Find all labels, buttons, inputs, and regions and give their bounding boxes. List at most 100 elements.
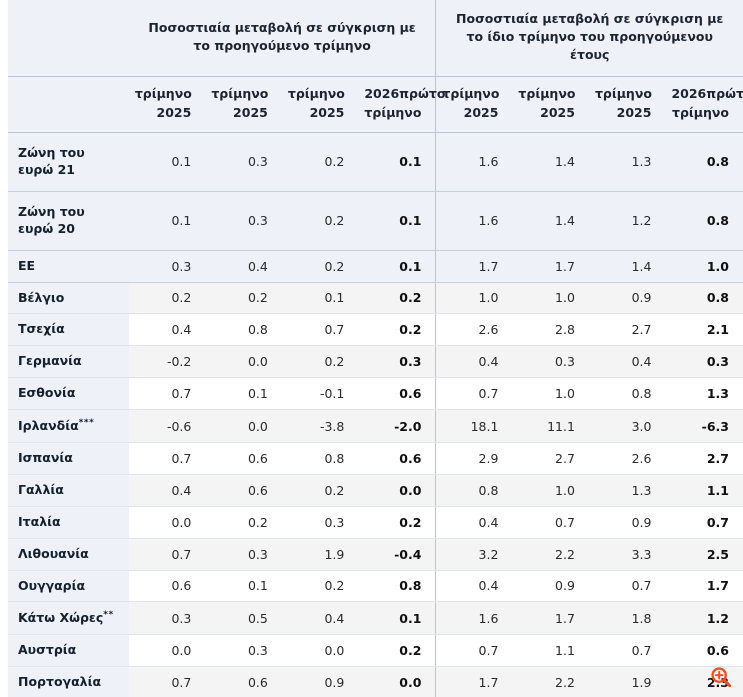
data-cell: 1.3 — [588, 474, 666, 507]
data-cell: 1.9 — [281, 538, 359, 571]
data-cell: 0.7 — [588, 570, 666, 603]
col-header-yoy-2: τρίμηνο 2025 — [512, 76, 589, 133]
row-label: Γερμανία — [8, 345, 129, 379]
data-cell: 0.2 — [281, 191, 359, 251]
row-label: Τσεχία — [8, 313, 129, 347]
data-cell: 0.8 — [435, 474, 513, 507]
data-cell: 0.8 — [281, 442, 359, 475]
data-cell: 0.8 — [665, 132, 743, 192]
data-cell: 0.7 — [435, 634, 513, 668]
data-cell: 0.7 — [128, 377, 206, 410]
footnote-marker: ** — [103, 610, 114, 621]
data-cell: 1.0 — [512, 377, 589, 410]
table-row: Ουγγαρία 0.6 0.1 0.2 0.8 0.4 0.9 0.7 1.7 — [8, 570, 743, 603]
data-cell: 2.1 — [665, 313, 743, 347]
data-cell: 3.3 — [588, 538, 666, 571]
row-label: Ιταλία — [8, 506, 129, 539]
data-cell: 0.9 — [588, 506, 666, 539]
data-cell: 1.4 — [512, 191, 589, 251]
data-cell: 0.2 — [281, 250, 359, 283]
data-cell: 0.4 — [435, 570, 513, 603]
data-cell: 0.2 — [358, 282, 436, 315]
data-cell: -0.4 — [358, 538, 436, 571]
data-cell: 2.9 — [435, 442, 513, 475]
table-row: Πορτογαλία 0.7 0.6 0.9 0.0 1.7 2.2 1.9 2.3 — [8, 666, 743, 697]
data-cell: 0.0 — [128, 506, 206, 539]
data-cell: 1.0 — [665, 250, 743, 283]
data-cell: 0.2 — [281, 570, 359, 603]
data-cell: 2.7 — [665, 442, 743, 475]
row-label: Αυστρία — [8, 634, 129, 668]
data-cell: 0.9 — [588, 282, 666, 315]
data-cell: -0.1 — [281, 377, 359, 410]
col-header-qoq-2: τρίμηνο 2025 — [205, 76, 282, 133]
data-cell: 0.1 — [358, 250, 436, 283]
row-label: Λιθουανία — [8, 538, 129, 571]
data-cell: 0.3 — [128, 250, 206, 283]
table-row: Ζώνη του ευρώ 20 0.1 0.3 0.2 0.1 1.6 1.4 1.2 0.8 — [8, 191, 743, 251]
data-cell: 2.2 — [512, 666, 589, 697]
data-cell: 0.0 — [128, 634, 206, 668]
row-label: Γαλλία — [8, 474, 129, 507]
data-cell: 0.4 — [281, 601, 359, 636]
data-cell: 0.6 — [205, 442, 282, 475]
data-cell: 0.4 — [435, 506, 513, 539]
row-label: Βέλγιο — [8, 282, 129, 315]
col-header-yoy-4: 2026πρώτο τρίμηνο — [665, 76, 743, 133]
data-cell: -6.3 — [665, 409, 743, 444]
data-cell: 0.7 — [128, 442, 206, 475]
data-cell: 1.7 — [512, 601, 589, 636]
zoom-in-magnifier-icon[interactable] — [710, 666, 732, 688]
data-cell: 0.6 — [205, 474, 282, 507]
data-cell: 1.0 — [512, 282, 589, 315]
data-cell: -2.0 — [358, 409, 436, 444]
corner-cell-2 — [8, 76, 129, 133]
data-cell: 0.1 — [128, 132, 206, 192]
table-row: Ιταλία 0.0 0.2 0.3 0.2 0.4 0.7 0.9 0.7 — [8, 506, 743, 539]
data-cell: 0.4 — [128, 474, 206, 507]
data-cell: 1.6 — [435, 191, 513, 251]
data-cell: 0.2 — [358, 313, 436, 347]
data-cell: 0.2 — [128, 282, 206, 315]
data-cell: 1.4 — [588, 250, 666, 283]
table-row: Ιρλανδία*** -0.6 0.0 -3.8 -2.0 18.1 11.1 3.0 -6.… — [8, 409, 743, 444]
row-label: Κάτω Χώρες** — [8, 601, 129, 636]
col-header-yoy-1: τρίμηνο 2025 — [435, 76, 513, 133]
data-cell: 0.6 — [128, 570, 206, 603]
data-cell: -0.6 — [128, 409, 206, 444]
data-cell: 0.3 — [281, 506, 359, 539]
data-cell: 1.0 — [512, 474, 589, 507]
data-cell: 2.6 — [435, 313, 513, 347]
row-label: ΕΕ — [8, 250, 129, 283]
col-header-qoq-1: τρίμηνο 2025 — [128, 76, 206, 133]
data-cell: 0.8 — [665, 191, 743, 251]
table-row: ΕΕ 0.3 0.4 0.2 0.1 1.7 1.7 1.4 1.0 — [8, 250, 743, 283]
data-cell: 1.1 — [665, 474, 743, 507]
data-cell: -3.8 — [281, 409, 359, 444]
data-cell: 0.1 — [128, 191, 206, 251]
data-cell: 0.4 — [128, 313, 206, 347]
data-cell: 0.3 — [665, 345, 743, 379]
col-header-yoy-3: τρίμηνο 2025 — [588, 76, 666, 133]
data-cell: 0.8 — [358, 570, 436, 603]
data-cell: 1.6 — [435, 132, 513, 192]
data-cell: 0.2 — [358, 634, 436, 668]
data-cell: 1.7 — [435, 666, 513, 697]
sub-header-row: τρίμηνο 2025 τρίμηνο 2025 τρίμηνο 2025 2… — [8, 76, 743, 133]
data-cell: 0.6 — [205, 666, 282, 697]
data-cell: 1.2 — [665, 601, 743, 636]
data-cell: 0.4 — [588, 345, 666, 379]
data-cell: 0.0 — [205, 345, 282, 379]
data-cell: 0.2 — [205, 282, 282, 315]
table-head: Ποσοστιαία μεταβολή σε σύγκριση με το πρ… — [8, 0, 743, 133]
col-header-qoq-3: τρίμηνο 2025 — [281, 76, 359, 133]
gdp-growth-table: Ποσοστιαία μεταβολή σε σύγκριση με το πρ… — [8, 0, 743, 697]
data-cell: 0.6 — [358, 442, 436, 475]
data-cell: 0.1 — [358, 601, 436, 636]
group-header-qoq: Ποσοστιαία μεταβολή σε σύγκριση με το πρ… — [128, 0, 436, 78]
table-row: Τσεχία 0.4 0.8 0.7 0.2 2.6 2.8 2.7 2.1 — [8, 313, 743, 347]
row-label: Ζώνη του ευρώ 21 — [8, 132, 129, 192]
data-cell: 0.1 — [358, 132, 436, 192]
data-cell: 1.9 — [588, 666, 666, 697]
